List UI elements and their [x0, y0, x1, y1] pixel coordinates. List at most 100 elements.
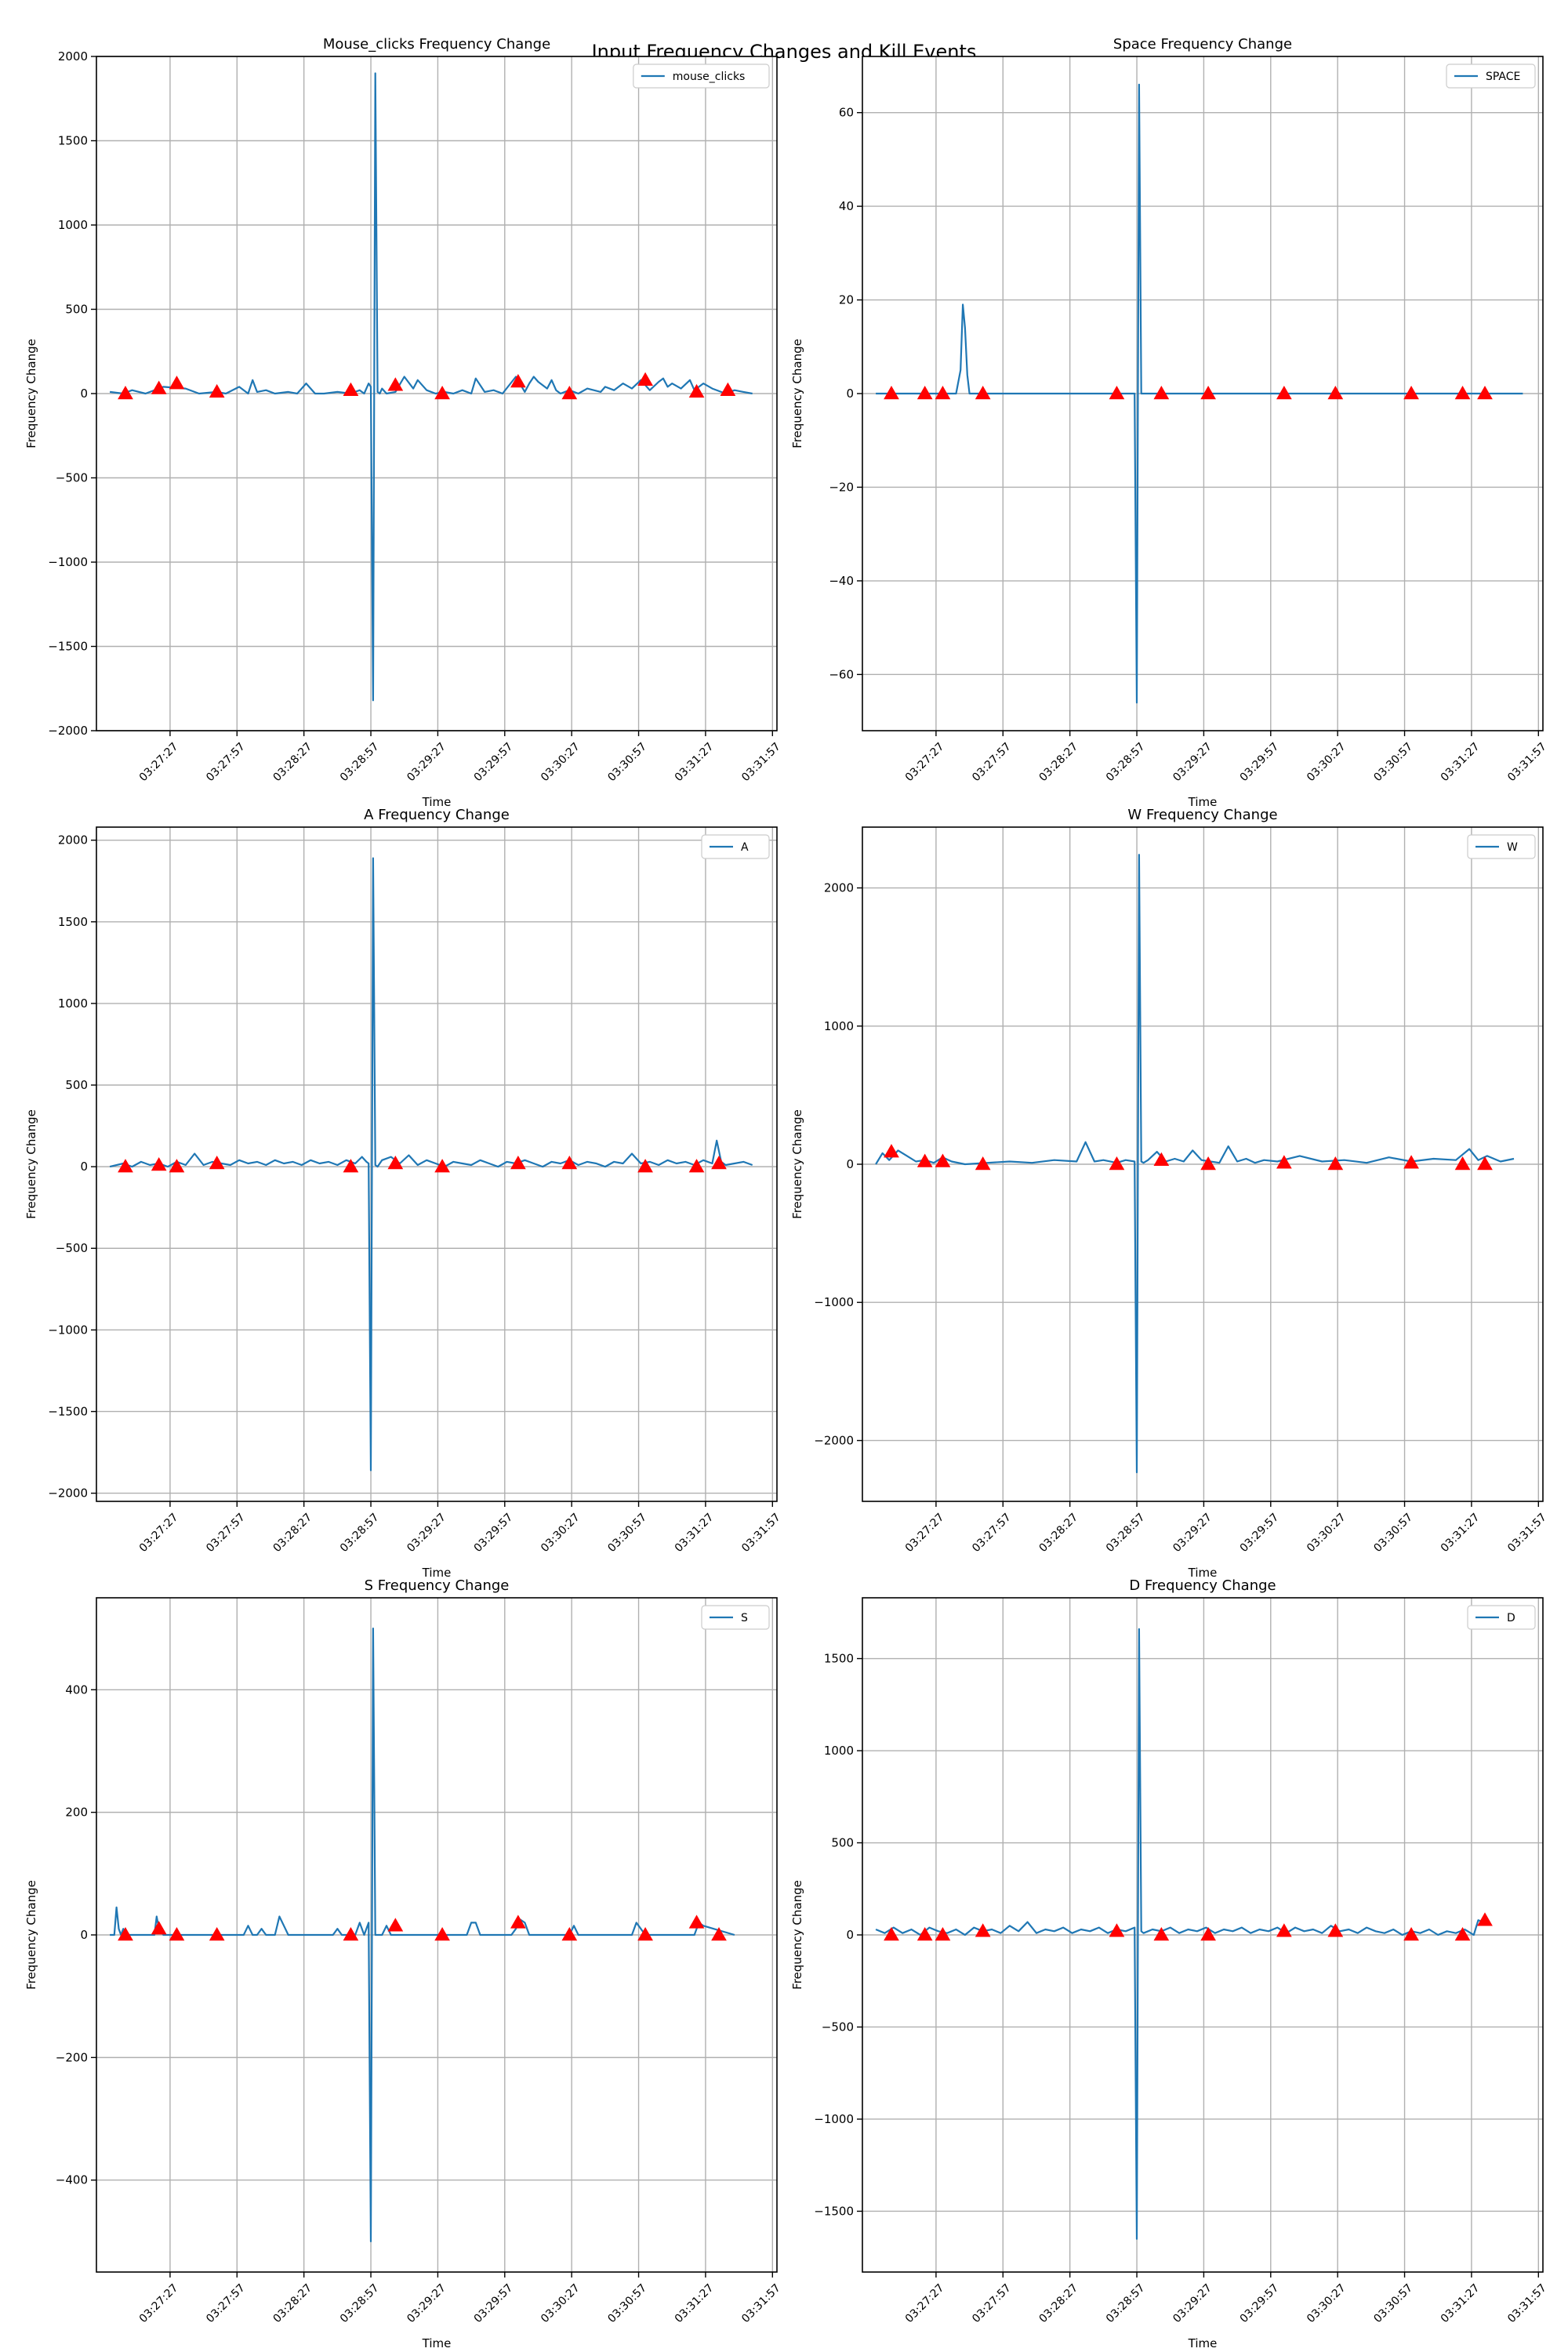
x-tick-label: 03:31:27: [1439, 1511, 1483, 1555]
kill-event-marker: [720, 382, 736, 396]
kill-event-marker: [510, 1155, 526, 1170]
x-tick-label: 03:30:27: [1305, 2281, 1348, 2325]
plot-frame: [96, 826, 778, 1502]
x-tick-label: 03:31:57: [739, 740, 783, 784]
kill-event-marker: [209, 1155, 225, 1170]
x-tick-label: 03:27:57: [204, 1511, 248, 1555]
x-tick-label: 03:28:27: [1036, 740, 1080, 784]
x-tick-label: 03:28:57: [338, 1511, 382, 1555]
kill-event-marker: [1403, 385, 1419, 400]
legend-box: [1467, 1605, 1536, 1630]
kill-event-marker: [1327, 385, 1344, 400]
kill-event-marker: [434, 385, 450, 400]
legend: mouse_clicks: [633, 64, 770, 89]
kill-event-marker: [916, 1153, 933, 1167]
series-line: [875, 854, 1515, 1474]
x-tick-label: 03:30:57: [605, 1511, 649, 1555]
subplot-title: Mouse_clicks Frequency Change: [323, 36, 550, 53]
kill-event-marker: [561, 385, 578, 400]
kill-event-marker: [1200, 1156, 1216, 1171]
kill-event-marker: [1200, 385, 1216, 400]
x-tick-label: 03:30:27: [539, 1511, 583, 1555]
kill-event-marker: [151, 380, 167, 394]
kill-event-marker: [637, 1159, 653, 1173]
kill-event-marker: [975, 385, 991, 400]
x-tick-label: 03:28:57: [338, 740, 382, 784]
x-tick-label: 03:30:27: [1305, 740, 1348, 784]
kill-event-marker: [343, 1926, 359, 1941]
kill-event-marker: [343, 1159, 359, 1173]
kill-event-marker: [1477, 1156, 1493, 1171]
y-tick-label: 20: [839, 293, 854, 307]
x-axis-label: Time: [1188, 1566, 1218, 1580]
legend: A: [701, 834, 770, 859]
x-tick-label: 03:27:57: [970, 1511, 1014, 1555]
legend-label: W: [1507, 841, 1518, 854]
kill-event-marker: [711, 1155, 727, 1170]
x-tick-label: 03:29:27: [405, 2281, 448, 2325]
y-tick-label: −1000: [48, 555, 88, 569]
x-tick-label: 03:29:57: [1238, 740, 1282, 784]
x-tick-label: 03:31:27: [673, 1511, 717, 1555]
y-tick-label: 200: [65, 1806, 88, 1820]
kill-event-marker: [975, 1923, 991, 1937]
x-tick-label: 03:28:27: [270, 2281, 314, 2325]
kill-event-marker: [637, 1926, 653, 1941]
y-axis-label: Frequency Change: [24, 339, 38, 448]
subplot-title: W Frequency Change: [1127, 807, 1277, 823]
kill-event-marker: [688, 1915, 705, 1929]
y-tick-label: 500: [65, 1078, 88, 1092]
y-axis-label: Frequency Change: [790, 339, 804, 448]
kill-event-marker: [1477, 385, 1493, 400]
kill-event-marker: [510, 373, 526, 388]
x-axis-label: Time: [422, 1566, 452, 1580]
x-tick-label: 03:31:27: [1439, 2281, 1483, 2325]
x-tick-label: 03:27:27: [903, 1511, 947, 1555]
kill-event-marker: [1454, 1926, 1471, 1941]
y-tick-label: −2000: [814, 1433, 854, 1447]
subplot-2: 03:27:27 03:27:57 03:28:27 03:28:57 03:29:27…: [790, 36, 1549, 809]
y-tick-label: −400: [56, 2173, 88, 2187]
kill-event-marker: [935, 1926, 951, 1941]
kill-event-marker: [916, 1926, 933, 1941]
x-tick-label: 03:28:57: [1104, 1511, 1148, 1555]
x-tick-label: 03:28:27: [1036, 2281, 1080, 2325]
plot-content: [876, 83, 1523, 704]
x-tick-label: 03:30:57: [1371, 2281, 1415, 2325]
y-tick-label: 0: [846, 1928, 854, 1942]
x-tick-label: 03:31:57: [1505, 1511, 1549, 1555]
x-tick-label: 03:29:57: [1238, 2281, 1282, 2325]
kill-event-marker: [118, 385, 133, 400]
kill-event-marker: [387, 1155, 404, 1170]
legend: S: [701, 1605, 770, 1630]
y-tick-label: −1500: [48, 1404, 88, 1418]
x-tick-label: 03:31:57: [739, 2281, 783, 2325]
kill-event-marker: [1109, 385, 1125, 400]
plot-content: [110, 1628, 735, 2242]
x-tick-label: 03:27:27: [137, 740, 181, 784]
plot-content: [875, 854, 1515, 1474]
plot-frame: [96, 56, 778, 731]
y-tick-label: 60: [839, 106, 854, 120]
plot-frame: [862, 56, 1544, 731]
kill-event-marker: [169, 1159, 185, 1173]
series-line: [876, 83, 1523, 704]
x-tick-label: 03:30:27: [539, 2281, 583, 2325]
kill-event-marker: [169, 376, 185, 390]
x-tick-label: 03:29:57: [472, 1511, 516, 1555]
x-axis-label: Time: [422, 795, 452, 809]
y-tick-label: 1500: [824, 1652, 854, 1666]
x-tick-label: 03:30:57: [1371, 1511, 1415, 1555]
kill-event-marker: [1200, 1926, 1216, 1941]
kill-event-marker: [209, 1926, 225, 1941]
x-tick-label: 03:27:27: [903, 740, 947, 784]
kill-event-marker: [975, 1156, 991, 1171]
y-axis-label: Frequency Change: [790, 1880, 804, 1990]
kill-event-marker: [935, 1153, 951, 1167]
y-tick-label: 0: [80, 1928, 88, 1942]
kill-event-marker: [1276, 1155, 1292, 1169]
x-tick-label: 03:28:27: [270, 1511, 314, 1555]
x-tick-label: 03:27:27: [903, 2281, 947, 2325]
kill-event-marker: [434, 1159, 450, 1173]
